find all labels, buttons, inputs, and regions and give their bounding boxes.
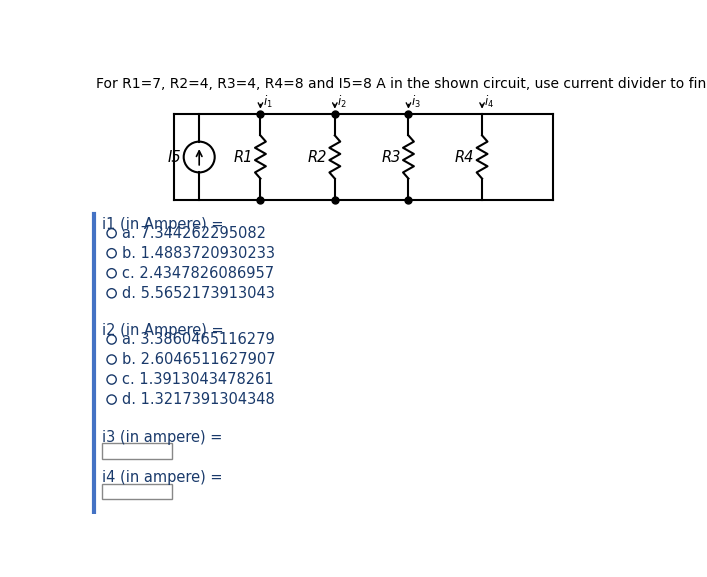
Text: a. 3.3860465116279: a. 3.3860465116279 [122, 332, 275, 347]
Text: d. 1.3217391304348: d. 1.3217391304348 [122, 392, 275, 407]
Text: b. 1.4883720930233: b. 1.4883720930233 [122, 246, 276, 261]
Text: $i_1$: $i_1$ [263, 94, 272, 110]
Text: c. 1.3913043478261: c. 1.3913043478261 [122, 372, 274, 387]
Bar [103, 484, 172, 499]
Bar [103, 444, 172, 459]
Text: d. 5.5652173913043: d. 5.5652173913043 [122, 286, 275, 301]
Text: For R1=7, R2=4, R3=4, R4=8 and I5=8 A in the shown circuit, use current divider : For R1=7, R2=4, R3=4, R4=8 and I5=8 A in… [96, 77, 707, 91]
Text: i4 (in ampere) =: i4 (in ampere) = [103, 470, 223, 485]
Text: I5: I5 [168, 149, 182, 164]
Text: i1 (in Ampere) =: i1 (in Ampere) = [103, 217, 224, 232]
Text: $i_3$: $i_3$ [411, 94, 421, 110]
Text: R2: R2 [308, 149, 327, 164]
Text: R1: R1 [233, 149, 252, 164]
Text: i2 (in Ampere) =: i2 (in Ampere) = [103, 323, 224, 338]
Text: a. 7.344262295082: a. 7.344262295082 [122, 226, 267, 241]
Text: c. 2.4347826086957: c. 2.4347826086957 [122, 266, 274, 281]
Text: $i_4$: $i_4$ [484, 94, 494, 110]
Text: R3: R3 [381, 149, 401, 164]
Text: R4: R4 [455, 149, 474, 164]
Text: $i_2$: $i_2$ [337, 94, 347, 110]
Text: b. 2.6046511627907: b. 2.6046511627907 [122, 352, 276, 367]
Text: i3 (in ampere) =: i3 (in ampere) = [103, 430, 223, 445]
